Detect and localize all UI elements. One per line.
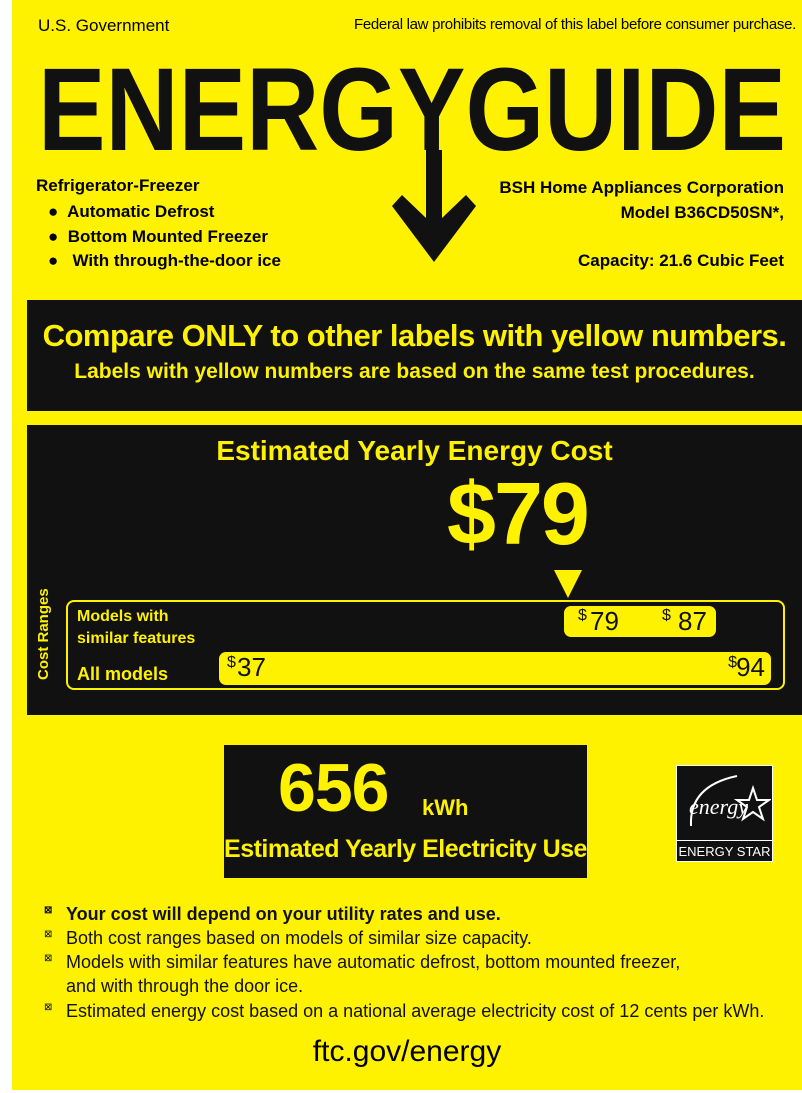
header-law-notice: Federal law prohibits removal of this la… [353, 16, 796, 33]
feature-item: ● With through-the-door ice [48, 251, 281, 270]
energy-star-logo: energy ENERGY STAR [676, 765, 773, 862]
similar-models-range-bar: $79 $87 [564, 606, 716, 637]
arrow-down-icon [392, 150, 476, 262]
logo-text: ENERGYGUIDE [38, 50, 786, 176]
all-high: 94 [736, 652, 765, 682]
all-models-range-bar: $37 $94 [219, 652, 771, 685]
electricity-panel: 656 kWh Estimated Yearly Electricity Use [224, 745, 587, 878]
similar-high: 87 [678, 606, 707, 636]
cost-ranges-label: Cost Ranges [35, 588, 52, 680]
energyguide-logo: ENERGYGUIDE [38, 50, 786, 262]
ftc-url[interactable]: ftc.gov/energy [312, 1035, 502, 1068]
feature-item: ● Bottom Mounted Freezer [48, 226, 268, 246]
energy-star-icon: energy [689, 775, 771, 827]
header-government: U.S. Government [38, 16, 170, 35]
svg-text:energy: energy [689, 794, 748, 819]
energy-star-text: ENERGY STAR [677, 840, 772, 859]
product-type: Refrigerator-Freezer [36, 176, 200, 195]
compare-banner: Compare ONLY to other labels with yellow… [27, 300, 802, 411]
compare-headline: Compare ONLY to other labels with yellow… [42, 318, 787, 353]
similar-low: 79 [590, 606, 619, 636]
compare-subtext: Labels with yellow numbers are based on … [74, 360, 755, 383]
energyguide-label: U.S. Government Federal law prohibits re… [12, 0, 802, 1090]
manufacturer-name: BSH Home Appliances Corporation [499, 178, 784, 197]
similar-models-label: Models with similar features [77, 608, 196, 647]
cost-marker-icon [554, 570, 582, 598]
cost-ranges-box: Models with similar features $79 $87 All … [66, 600, 785, 690]
cost-title: Estimated Yearly Energy Cost [216, 435, 613, 466]
electricity-label: Estimated Yearly Electricity Use [224, 835, 587, 863]
electricity-unit: kWh [422, 795, 469, 820]
all-models-label: All models [77, 664, 169, 684]
cost-value: $79 [447, 464, 590, 563]
model-number: Model B36CD50SN*, [620, 202, 784, 222]
capacity: Capacity: 21.6 Cubic Feet [578, 251, 784, 270]
feature-list: ● Automatic Defrost ● Bottom Mounted Fre… [48, 200, 281, 274]
all-low: 37 [237, 652, 266, 682]
electricity-value: 656 [278, 750, 389, 826]
feature-item: ● Automatic Defrost [48, 202, 215, 221]
manufacturer-info: BSH Home Appliances Corporation Model B3… [499, 176, 784, 270]
cost-panel: Estimated Yearly Energy Cost $79 Cost Ra… [27, 425, 802, 715]
